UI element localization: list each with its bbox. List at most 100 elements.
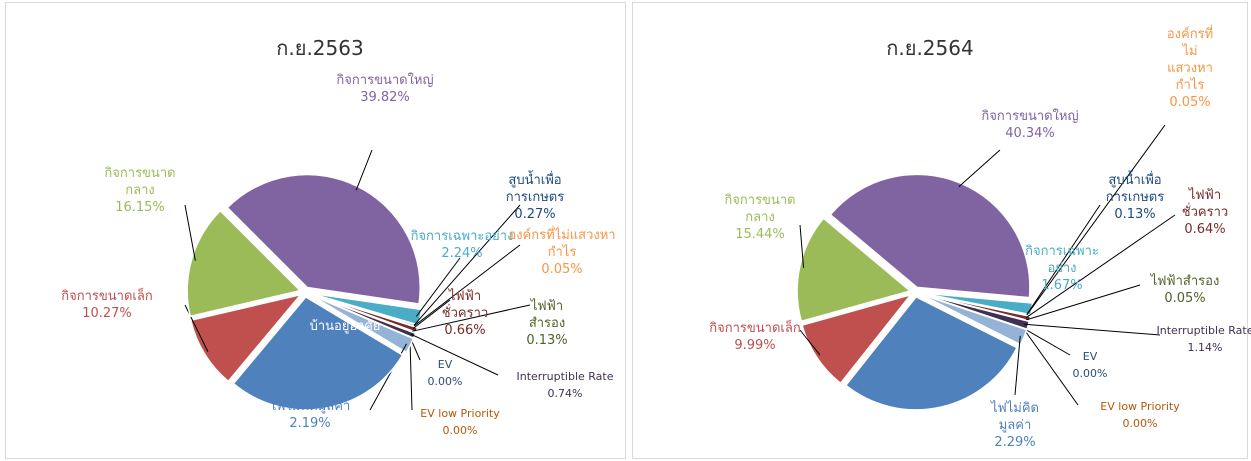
category-label: กิจการขนาดกลาง xyxy=(724,193,796,225)
category-label: ไฟไม่คิดมูลค่า xyxy=(991,401,1039,433)
value-label: 0.05% xyxy=(1169,95,1211,110)
chart-title: ก.ย.2564 xyxy=(886,36,974,60)
category-label: ไฟฟ้าสำรอง xyxy=(528,299,566,331)
data-label: กิจการขนาดเล็ก 9.99% xyxy=(705,320,805,354)
category-label: กิจการขนาดใหญ่ xyxy=(981,109,1079,124)
pie-slice xyxy=(844,295,1019,411)
category-label: กิจการขนาดเล็ก xyxy=(709,321,801,336)
leader-line xyxy=(355,149,373,191)
value-label: 0.74% xyxy=(547,387,583,400)
value-label: 1.14% xyxy=(1187,341,1223,354)
value-label: 0.13% xyxy=(1114,207,1156,222)
category-label: Interruptible Rate xyxy=(516,370,614,383)
leader-line xyxy=(799,329,821,356)
leader-line xyxy=(1025,284,1141,321)
pie-slice xyxy=(189,293,303,383)
category-label: EV xyxy=(437,358,453,371)
category-label: องค์กรที่ไม่แสวงหากำไร xyxy=(1166,27,1214,93)
data-label: กิจการเฉพาะอย่าง 1.67% xyxy=(1025,243,1100,294)
data-label: องค์กรที่ไม่แสวงหากำไร 0.05% xyxy=(1160,26,1220,111)
value-label: 0.66% xyxy=(444,323,486,338)
value-label: 0.05% xyxy=(541,262,583,277)
data-label: กิจการขนาดกลาง 15.44% xyxy=(710,192,810,243)
value-label: 0.05% xyxy=(1164,291,1206,306)
pie-slice xyxy=(796,217,912,323)
leader-line xyxy=(409,336,413,411)
data-label: องค์กรที่ไม่แสวงหากำไร 0.05% xyxy=(507,227,617,278)
data-label: กิจการขนาดใหญ่ 40.34% xyxy=(955,108,1105,142)
leader-line xyxy=(1022,327,1079,406)
data-label: ไฟฟ้าชั่วคราว 0.64% xyxy=(1175,187,1235,238)
data-label: EV low Priority 0.00% xyxy=(1080,398,1200,432)
category-label: องค์กรที่ไม่แสวงหากำไร xyxy=(508,228,616,260)
category-label: EV low Priority xyxy=(420,407,500,420)
pie-slice xyxy=(309,293,415,354)
category-label: Interruptible Rate xyxy=(1156,324,1251,337)
category-label: กิจการขนาดกลาง xyxy=(104,166,176,198)
value-label: 0.00% xyxy=(1072,367,1108,380)
value-label: 0.00% xyxy=(427,375,463,388)
value-label: 40.34% xyxy=(1005,126,1055,141)
pie-slice xyxy=(232,295,404,411)
value-label: 1.67% xyxy=(1041,278,1083,293)
pie-slice xyxy=(919,293,1028,346)
data-label: EV 0.00% xyxy=(420,356,470,390)
leader-line xyxy=(1014,335,1021,396)
leader-line xyxy=(413,244,521,327)
data-label: ไฟไม่คิดมูลค่า 2.29% xyxy=(985,400,1045,451)
leader-line xyxy=(1022,327,1071,356)
value-label: 0.64% xyxy=(1184,222,1226,237)
leader-line xyxy=(415,257,461,317)
value-label: 2.29% xyxy=(994,435,1036,450)
value-label: 10.27% xyxy=(82,306,132,321)
category-label: ไฟฟ้าสำรอง xyxy=(1150,274,1220,289)
data-label: ไฟฟ้าสำรอง 0.05% xyxy=(1135,273,1235,307)
data-label: Interruptible Rate 1.14% xyxy=(1155,322,1251,356)
leader-line xyxy=(412,299,451,330)
panel xyxy=(632,2,1248,459)
value-label: 39.82% xyxy=(360,90,410,105)
value-label: 16.15% xyxy=(115,200,165,215)
category-label: กิจการขนาดใหญ่ xyxy=(336,73,434,88)
chart-title: ก.ย.2563 xyxy=(276,36,364,60)
leader-line xyxy=(1025,214,1176,319)
value-label: 0.27% xyxy=(514,207,556,222)
data-label: สูบน้ำเพื่อการเกษตร 0.27% xyxy=(495,172,575,223)
value-label: 0.00% xyxy=(1122,417,1158,430)
value-label: 2.24% xyxy=(441,246,483,261)
leader-line xyxy=(1024,323,1161,336)
category-label: กิจการเฉพาะอย่าง xyxy=(410,229,514,244)
data-label: Interruptible Rate 0.74% xyxy=(495,368,635,402)
category-label: บ้านอยู่อาศัย xyxy=(309,319,381,334)
leader-line xyxy=(799,224,805,268)
data-label: กิจการขนาดใหญ่ 39.82% xyxy=(310,72,460,106)
data-label: กิจการเฉพาะอย่าง 2.24% xyxy=(387,228,537,262)
pie-slice xyxy=(186,209,302,318)
leader-line xyxy=(1026,124,1166,316)
category-label: กิจการขนาดเล็ก xyxy=(61,289,153,304)
category-label: ไฟไม่คิดมูลค่า xyxy=(269,399,351,414)
data-label: บ้านอยู่อาศัย xyxy=(295,318,395,335)
value-label: 2.19% xyxy=(289,416,331,431)
category-label: สูบน้ำเพื่อการเกษตร xyxy=(505,173,565,205)
leader-line xyxy=(184,204,196,261)
leader-line xyxy=(410,333,499,376)
leader-line xyxy=(958,149,1001,188)
category-label: EV xyxy=(1082,350,1098,363)
leader-line xyxy=(1026,204,1101,315)
category-label: ไฟฟ้าชั่วคราว xyxy=(441,289,489,321)
leader-line xyxy=(413,204,521,326)
value-label: 0.13% xyxy=(526,333,568,348)
data-label: ไฟฟ้าสำรอง 0.13% xyxy=(522,298,572,349)
data-label: กิจการขนาดเล็ก 10.27% xyxy=(32,288,182,322)
data-label: สูบน้ำเพื่อการเกษตร 0.13% xyxy=(1095,172,1175,223)
value-label: 0.00% xyxy=(442,424,478,437)
data-label: EV 0.00% xyxy=(1065,348,1115,382)
category-label: สูบน้ำเพื่อการเกษตร xyxy=(1105,173,1165,205)
data-label: EV low Priority 0.00% xyxy=(400,405,520,439)
category-label: กิจการเฉพาะอย่าง xyxy=(1025,244,1099,276)
value-label: 15.44% xyxy=(735,227,785,242)
pie-slice xyxy=(801,293,913,385)
